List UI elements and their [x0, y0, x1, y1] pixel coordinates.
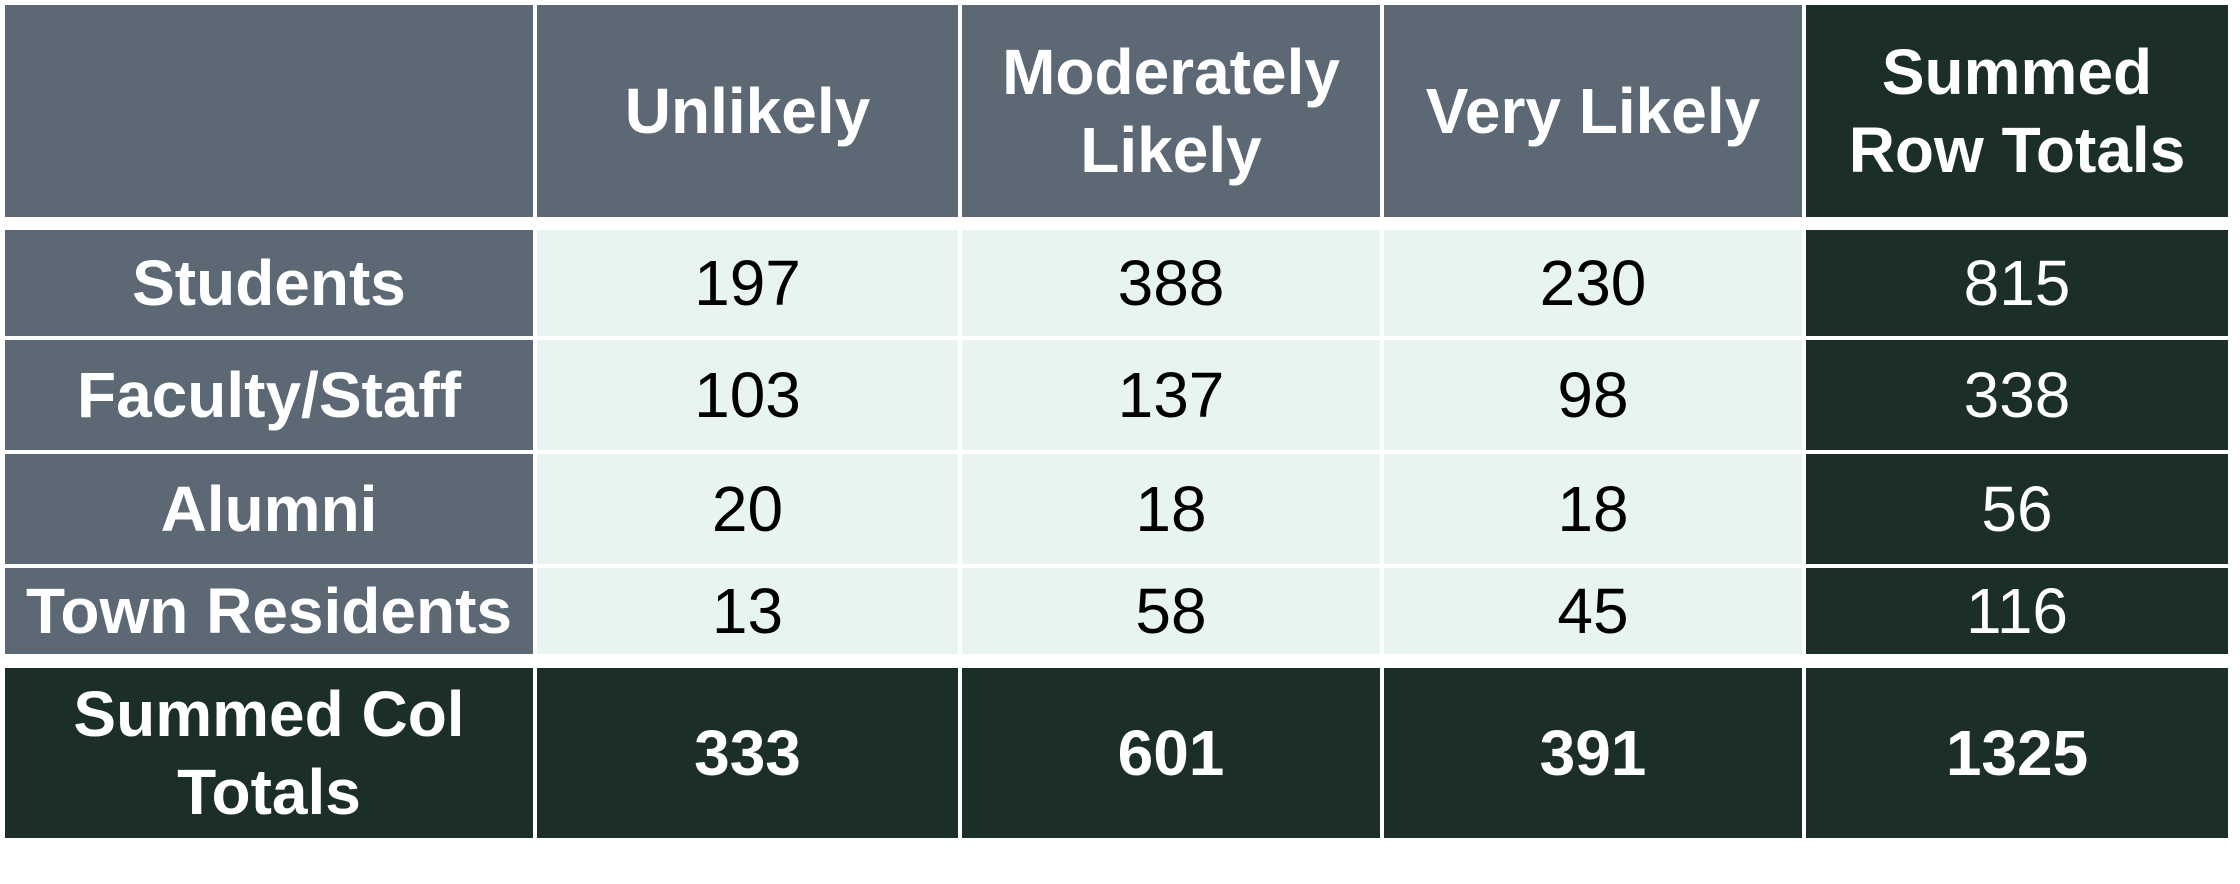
cell-town-very-likely: 45 [1384, 568, 1802, 654]
cell-students-row-total: 815 [1806, 230, 2228, 336]
cell-faculty-moderately-likely: 137 [962, 340, 1380, 450]
col-header-summed-row-totals: Summed Row Totals [1806, 5, 2228, 217]
cell-alumni-row-total: 56 [1806, 454, 2228, 564]
cell-alumni-unlikely: 20 [537, 454, 958, 564]
cell-faculty-unlikely: 103 [537, 340, 958, 450]
cell-town-row-total: 116 [1806, 568, 2228, 654]
footer-total-very-likely: 391 [1384, 668, 1802, 838]
footer-total-unlikely: 333 [537, 668, 958, 838]
cell-students-moderately-likely: 388 [962, 230, 1380, 336]
cell-faculty-very-likely: 98 [1384, 340, 1802, 450]
footer-grand-total: 1325 [1806, 668, 2228, 838]
corner-cell [5, 5, 533, 217]
cell-town-moderately-likely: 58 [962, 568, 1380, 654]
cell-students-unlikely: 197 [537, 230, 958, 336]
row-label-town-residents: Town Residents [5, 568, 533, 654]
col-header-unlikely: Unlikely [537, 5, 958, 217]
cell-students-very-likely: 230 [1384, 230, 1802, 336]
col-header-moderately-likely: Moderately Likely [962, 5, 1380, 217]
row-label-students: Students [5, 230, 533, 336]
cell-faculty-row-total: 338 [1806, 340, 2228, 450]
row-label-faculty-staff: Faculty/Staff [5, 340, 533, 450]
row-label-alumni: Alumni [5, 454, 533, 564]
cell-alumni-very-likely: 18 [1384, 454, 1802, 564]
cell-town-unlikely: 13 [537, 568, 958, 654]
footer-label-summed-col-totals: Summed Col Totals [5, 668, 533, 838]
col-header-very-likely: Very Likely [1384, 5, 1802, 217]
cell-alumni-moderately-likely: 18 [962, 454, 1380, 564]
footer-total-moderately-likely: 601 [962, 668, 1380, 838]
